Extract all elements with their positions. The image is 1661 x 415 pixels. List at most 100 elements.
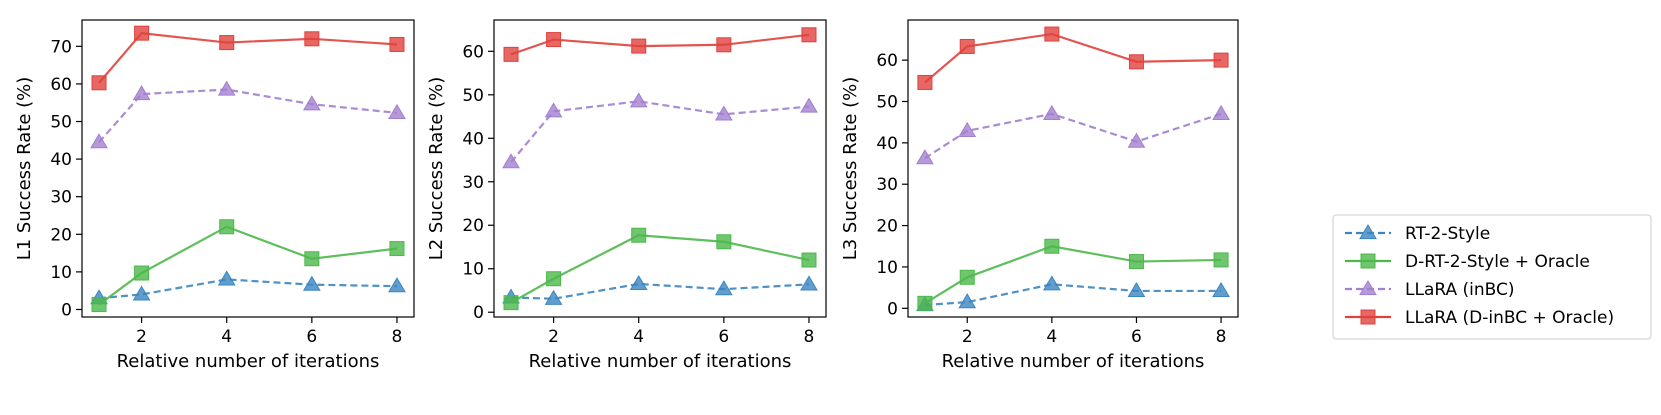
axes-frame [907, 19, 1239, 318]
axes-frame [493, 19, 827, 318]
data-point-d-rt-2-style-oracle-5 [389, 241, 405, 257]
series-line-rt-2-style [98, 278, 397, 300]
x-tick-label: 6 [1131, 327, 1142, 347]
x-tick-label: 4 [1046, 327, 1057, 347]
y-tick-label: 50 [50, 113, 72, 133]
data-point-llara-d-inbc-oracle-1 [91, 75, 107, 91]
data-point-llara-d-inbc-oracle-4 [716, 37, 732, 53]
y-tick-label: 10 [876, 258, 898, 278]
data-point-llara-d-inbc-oracle-2 [959, 38, 975, 54]
x-axis-label: Relative number of iterations [942, 351, 1205, 372]
chart-panel-2: 0 10 20 30 40 50 60 2 4 6 8 Relative number of iter… [426, 19, 827, 372]
data-point-d-rt-2-style-oracle-2 [134, 265, 150, 281]
x-tick-label: 2 [548, 327, 559, 347]
data-point-llara-d-inbc-oracle-5 [1213, 52, 1229, 68]
x-axis-label: Relative number of iterations [529, 351, 792, 372]
y-tick-label: 70 [50, 37, 72, 57]
legend-entry-2: D-RT-2-Style + Oracle [1345, 252, 1590, 272]
data-point-llara-inbc-3 [217, 80, 236, 96]
y-tick-label: 60 [50, 75, 72, 95]
data-point-llara-inbc-3 [629, 92, 648, 108]
x-tick-label: 6 [306, 327, 317, 347]
legend-marker-shape-1 [1359, 224, 1377, 240]
data-point-rt-2-style-3 [629, 274, 648, 291]
chart-panel-1: 0 10 20 30 40 50 60 70 2 4 6 8 Relative number of it… [14, 19, 415, 372]
y-tick-label: 0 [473, 303, 484, 323]
series-d-rt-2-style-oracle [503, 227, 817, 311]
series-llara-inbc [916, 104, 1230, 165]
data-point-rt-2-style-5 [388, 277, 406, 293]
legend-label-rt2: RT-2-Style [1405, 224, 1490, 244]
data-point-llara-d-inbc-oracle-2 [134, 25, 150, 41]
y-tick-label: 10 [50, 263, 72, 283]
series-llara-d-inbc-oracle [503, 27, 817, 62]
data-point-d-rt-2-style-oracle-4 [304, 251, 320, 267]
data-point-rt-2-style-2 [544, 289, 563, 305]
y-axis-label: L2 Success Rate (%) [426, 77, 447, 261]
data-point-llara-inbc-2 [544, 102, 563, 118]
series-llara-inbc [90, 80, 406, 149]
y-axis-label: L1 Success Rate (%) [14, 77, 35, 261]
legend-frame [1332, 214, 1652, 340]
x-tick-label: 4 [221, 327, 232, 347]
y-tick-label: 0 [61, 300, 72, 320]
data-point-d-rt-2-style-oracle-5 [1213, 252, 1229, 268]
data-point-llara-d-inbc-oracle-3 [219, 35, 235, 51]
data-point-rt-2-style-2 [958, 293, 977, 309]
data-point-llara-inbc-1 [502, 153, 520, 169]
series-d-rt-2-style-oracle [917, 238, 1229, 311]
y-tick-label: 20 [462, 216, 484, 236]
axes-frame [81, 19, 415, 318]
series-line-d-rt-2-style-oracle [510, 234, 810, 304]
legend-entry-4: LLaRA (D-inBC + Oracle) [1345, 308, 1614, 328]
y-tick-label: 50 [876, 92, 898, 112]
y-tick-label: 20 [876, 217, 898, 237]
y-tick-label: 50 [462, 86, 484, 106]
data-point-d-rt-2-style-oracle-3 [1044, 238, 1060, 254]
data-point-d-rt-2-style-oracle-1 [503, 295, 519, 311]
data-point-llara-d-inbc-oracle-4 [304, 31, 320, 47]
y-axis-label: L3 Success Rate (%) [840, 77, 861, 261]
legend-marker-llara-inbc [1359, 280, 1377, 296]
data-point-d-rt-2-style-oracle-3 [631, 227, 647, 243]
y-tick-label: 40 [462, 129, 484, 149]
data-point-d-rt-2-style-oracle-4 [1128, 254, 1144, 270]
data-point-d-rt-2-style-oracle-2 [959, 269, 975, 285]
data-point-llara-d-inbc-oracle-4 [1128, 54, 1144, 70]
series-llara-d-inbc-oracle [91, 25, 405, 91]
series-d-rt-2-style-oracle [91, 219, 405, 313]
x-axis-label: Relative number of iterations [117, 351, 380, 372]
x-tick-label: 6 [718, 327, 729, 347]
y-tick-label: 30 [462, 173, 484, 193]
data-point-d-rt-2-style-oracle-5 [801, 252, 817, 268]
data-point-llara-d-inbc-oracle-3 [1044, 26, 1060, 42]
y-tick-label: 40 [50, 150, 72, 170]
data-point-llara-inbc-5 [1212, 104, 1230, 120]
data-point-rt-2-style-5 [800, 275, 818, 291]
x-tick-label: 4 [633, 327, 644, 347]
data-point-llara-d-inbc-oracle-1 [503, 46, 519, 62]
legend-marker-shape-3 [1359, 280, 1377, 296]
data-point-llara-inbc-1 [916, 149, 934, 165]
data-point-llara-inbc-4 [302, 95, 321, 111]
x-tick-label: 8 [1216, 327, 1227, 347]
legend-marker-llara-dinbc [1360, 309, 1376, 325]
data-point-llara-inbc-2 [958, 121, 977, 137]
series-line-rt-2-style [924, 283, 1222, 307]
x-tick-label: 2 [136, 327, 147, 347]
legend-label-drt2: D-RT-2-Style + Oracle [1405, 252, 1590, 272]
data-point-rt-2-style-2 [132, 285, 151, 301]
legend-marker-rt2 [1359, 224, 1377, 240]
y-tick-label: 30 [50, 188, 72, 208]
data-point-d-rt-2-style-oracle-4 [716, 234, 732, 250]
legend-label-llara-dinbc: LLaRA (D-inBC + Oracle) [1405, 308, 1614, 328]
data-point-llara-inbc-5 [388, 103, 406, 119]
data-point-llara-d-inbc-oracle-5 [801, 27, 817, 43]
data-point-rt-2-style-4 [302, 275, 321, 291]
data-point-llara-inbc-4 [714, 105, 733, 121]
data-point-llara-inbc-2 [132, 85, 151, 101]
legend-entry-3: LLaRA (inBC) [1345, 280, 1515, 300]
series-line-rt-2-style [510, 282, 810, 300]
y-tick-label: 20 [50, 225, 72, 245]
data-point-rt-2-style-4 [1127, 281, 1146, 298]
